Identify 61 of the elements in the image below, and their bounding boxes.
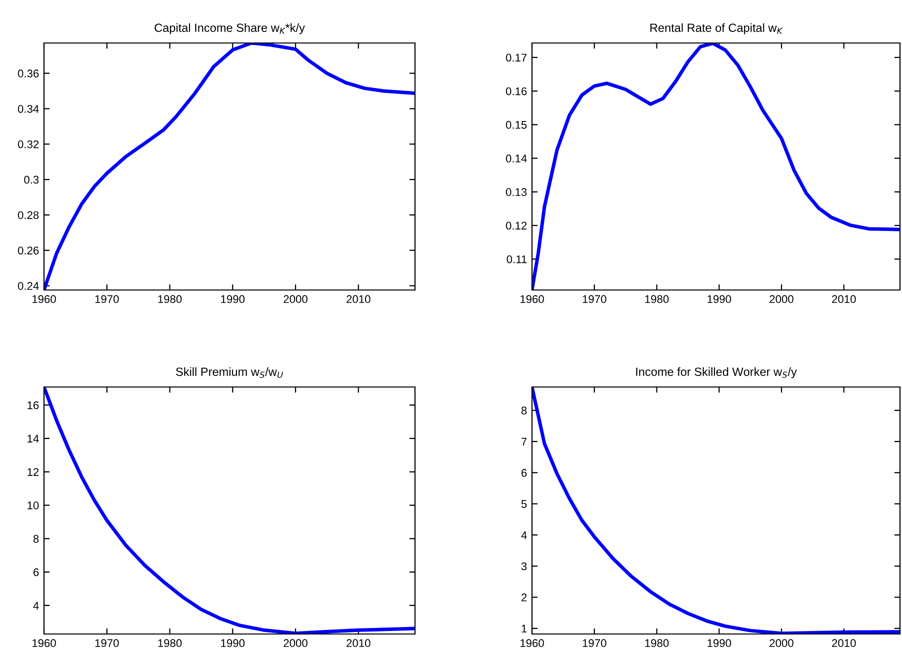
line-series xyxy=(532,387,900,634)
x-tick-label: 2000 xyxy=(770,639,794,648)
y-tick-label: 0.34 xyxy=(18,104,39,113)
y-tick-label: 0.36 xyxy=(18,70,39,78)
x-tick-label: 2000 xyxy=(770,295,794,304)
x-tick-label: 1980 xyxy=(158,295,182,304)
x-tick-label: 1960 xyxy=(32,639,56,648)
y-tick-label: 12 xyxy=(28,468,39,476)
x-tick-label: 1970 xyxy=(582,639,606,648)
x-tick-label: 2010 xyxy=(832,295,856,304)
y-tick-label: 0.3 xyxy=(24,176,39,184)
x-tick-label: 1960 xyxy=(520,639,544,648)
y-tick-label: 0.24 xyxy=(18,282,39,290)
y-tick-label: 6 xyxy=(522,468,527,477)
x-tick-label: 2000 xyxy=(284,295,308,304)
x-tick-label: 1990 xyxy=(221,295,245,304)
y-tick-label: 0.11 xyxy=(506,255,527,264)
x-tick-label: 1970 xyxy=(582,295,606,304)
x-tick-label: 2000 xyxy=(284,639,308,648)
x-tick-label: 1980 xyxy=(158,639,182,648)
y-tick-label: 3 xyxy=(521,562,527,570)
y-tick-label: 0.32 xyxy=(18,140,39,148)
y-tick-label: 0.13 xyxy=(506,188,527,196)
y-tick-label: 4 xyxy=(33,602,39,610)
y-tick-label: 5 xyxy=(521,500,527,508)
x-tick-label: 1960 xyxy=(520,295,544,304)
x-tick-label: 2010 xyxy=(832,639,856,648)
y-tick-label: 7 xyxy=(522,438,527,446)
x-tick-label: 1990 xyxy=(708,639,732,648)
y-tick-label: 2 xyxy=(522,594,527,602)
x-tick-label: 1990 xyxy=(221,639,245,648)
y-tick-label: 0.26 xyxy=(18,246,39,254)
x-tick-label: 2010 xyxy=(346,295,370,304)
y-tick-label: 0.17 xyxy=(506,54,527,62)
x-tick-label: 1960 xyxy=(32,295,56,304)
chart-title: Capital Income Share w$_{K}$*k/y xyxy=(154,23,305,34)
y-tick-label: 0.16 xyxy=(506,87,527,96)
x-tick-label: 1970 xyxy=(95,295,119,304)
x-tick-label: 2010 xyxy=(346,639,370,648)
y-tick-label: 8 xyxy=(33,534,39,543)
x-tick-label: 1980 xyxy=(645,295,669,304)
y-tick-label: 16 xyxy=(28,401,39,410)
y-tick-label: 0.12 xyxy=(506,222,527,230)
y-tick-label: 0.14 xyxy=(506,154,527,162)
y-tick-label: 1 xyxy=(522,624,527,632)
y-tick-label: 8 xyxy=(521,406,527,414)
y-tick-label: 0.28 xyxy=(18,211,39,220)
chart-title: Income for Skilled Worker w$_{S}$/y xyxy=(636,367,797,378)
y-tick-label: 6 xyxy=(34,568,39,576)
line-series xyxy=(532,43,900,290)
line-series xyxy=(44,43,415,290)
y-tick-label: 4 xyxy=(521,531,527,539)
y-tick-label: 10 xyxy=(28,502,39,510)
x-tick-label: 1970 xyxy=(95,639,119,648)
x-tick-label: 1980 xyxy=(645,639,669,648)
line-series xyxy=(44,387,415,634)
y-tick-label: 0.15 xyxy=(506,120,527,129)
chart-title: Rental Rate of Capital w$_{K}$ xyxy=(650,23,783,34)
y-tick-label: 14 xyxy=(28,434,39,442)
x-tick-label: 1990 xyxy=(708,295,732,304)
chart-title: Skill Premium w$_{S}$/w$_{U}$ xyxy=(176,367,283,378)
